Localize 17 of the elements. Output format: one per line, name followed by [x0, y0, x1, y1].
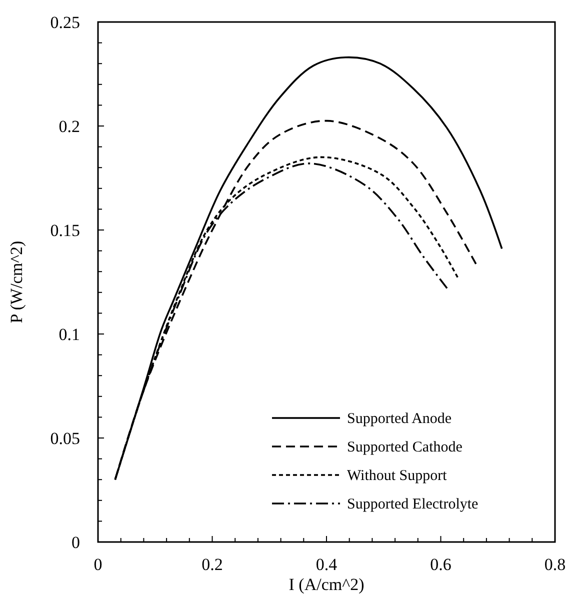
y-tick-label: 0	[72, 533, 80, 552]
y-tick-label: 0.15	[50, 221, 80, 240]
y-tick-label: 0.1	[58, 325, 80, 344]
x-tick-label: 0	[94, 555, 102, 574]
x-tick-label: 0.6	[430, 555, 452, 574]
x-tick-label: 0.4	[316, 555, 338, 574]
legend-label: Without Support	[347, 468, 448, 484]
y-tick-label: 0.05	[50, 429, 80, 448]
x-tick-label: 0.8	[544, 555, 566, 574]
x-axis-title: I (A/cm^2)	[288, 575, 364, 594]
y-axis-title: P (W/cm^2)	[7, 240, 26, 324]
legend-label: Supported Electrolyte	[347, 496, 479, 512]
y-tick-label: 0.25	[50, 13, 80, 32]
x-tick-label: 0.2	[202, 555, 223, 574]
y-tick-label: 0.2	[58, 117, 80, 136]
legend-label: Supported Cathode	[347, 440, 463, 456]
legend-label: Supported Anode	[347, 411, 452, 427]
